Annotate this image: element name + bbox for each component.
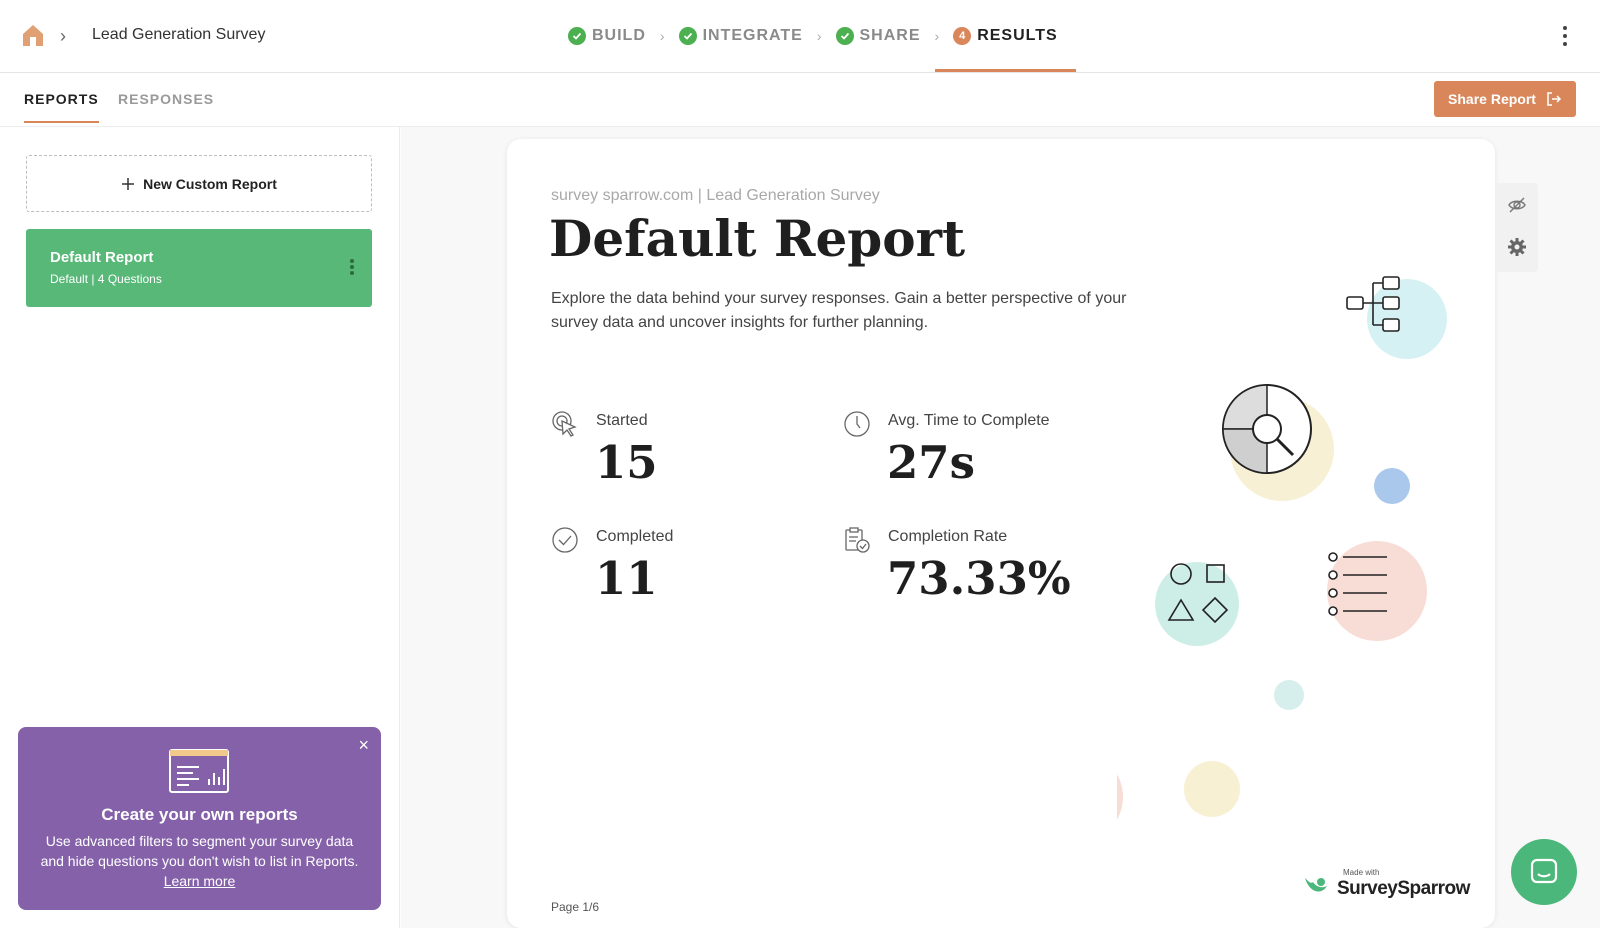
promo-body: Use advanced filters to segment your sur… bbox=[36, 831, 363, 891]
step-number: 4 bbox=[953, 27, 972, 45]
step-integrate[interactable]: INTEGRATE bbox=[678, 0, 803, 72]
chevron-right-icon: › bbox=[60, 26, 66, 46]
plus-icon bbox=[122, 177, 135, 190]
cursor-click-icon bbox=[552, 411, 577, 437]
step-label: SHARE bbox=[859, 27, 921, 44]
top-bar: › Lead Generation Survey BUILD › INTEGRA… bbox=[0, 0, 1600, 73]
stat-label: Avg. Time to Complete bbox=[888, 412, 1050, 429]
decorative-illustrations bbox=[1117, 276, 1447, 820]
tab-responses[interactable]: RESPONSES bbox=[118, 91, 215, 107]
learn-more-link[interactable]: Learn more bbox=[163, 873, 236, 889]
step-label: RESULTS bbox=[977, 27, 1058, 44]
report-name: Default Report bbox=[50, 249, 154, 266]
stat-label: Completed bbox=[596, 528, 674, 545]
share-report-button[interactable]: Share Report bbox=[1434, 81, 1576, 117]
survey-title[interactable]: Lead Generation Survey bbox=[92, 26, 266, 43]
check-icon bbox=[678, 27, 697, 45]
brand-name: SurveySparrow bbox=[1337, 878, 1470, 899]
gear-icon[interactable] bbox=[1507, 237, 1527, 257]
clipboard-check-icon bbox=[845, 527, 870, 553]
create-reports-promo: × Create your own reports Use advanced f… bbox=[18, 727, 381, 910]
sparrow-logo-icon bbox=[1305, 878, 1327, 892]
report-meta: Default | 4 Questions bbox=[50, 272, 162, 286]
chevron-right-icon: › bbox=[659, 28, 665, 44]
check-icon bbox=[568, 27, 586, 45]
surveysparrow-logo: Made with SurveySparrow bbox=[1301, 868, 1470, 900]
report-source: survey sparrow.com | Lead Generation Sur… bbox=[551, 187, 880, 204]
stat-value: 11 bbox=[595, 552, 658, 605]
share-icon bbox=[1547, 92, 1562, 106]
chat-launcher-button[interactable] bbox=[1511, 839, 1577, 905]
chat-icon bbox=[1530, 858, 1558, 884]
report-title: Default Report bbox=[549, 209, 966, 268]
step-label: INTEGRATE bbox=[702, 27, 803, 44]
new-custom-report-label: New Custom Report bbox=[143, 175, 277, 192]
check-circle-icon bbox=[552, 527, 578, 553]
stat-value: 15 bbox=[595, 436, 658, 489]
more-options-icon[interactable] bbox=[1562, 26, 1568, 46]
page-indicator: Page 1/6 bbox=[551, 900, 600, 914]
check-icon bbox=[835, 27, 854, 45]
report-description: Explore the data behind your survey resp… bbox=[551, 290, 1127, 331]
close-icon[interactable]: × bbox=[358, 735, 369, 755]
stat-label: Started bbox=[596, 412, 648, 429]
new-custom-report-button[interactable]: New Custom Report bbox=[26, 155, 372, 212]
hide-eye-icon[interactable] bbox=[1507, 195, 1527, 215]
report-illustration-icon bbox=[169, 749, 229, 798]
made-with-label: Made with bbox=[1343, 868, 1380, 877]
report-options-icon[interactable] bbox=[350, 259, 354, 275]
report-item-default[interactable]: Default Report Default | 4 Questions bbox=[26, 229, 372, 307]
share-report-label: Share Report bbox=[1448, 91, 1536, 107]
stat-value: 27s bbox=[887, 436, 975, 489]
sub-header: REPORTS RESPONSES Share Report bbox=[0, 73, 1600, 127]
home-icon[interactable] bbox=[20, 22, 46, 48]
stat-label: Completion Rate bbox=[888, 528, 1008, 545]
tab-reports[interactable]: REPORTS bbox=[24, 91, 99, 123]
chevron-right-icon: › bbox=[816, 28, 822, 44]
step-label: BUILD bbox=[592, 27, 646, 44]
step-build[interactable]: BUILD bbox=[568, 0, 646, 72]
step-nav: BUILD › INTEGRATE › SHARE › 4 RESULTS bbox=[568, 0, 1077, 72]
step-share[interactable]: SHARE bbox=[835, 0, 921, 72]
chevron-right-icon: › bbox=[934, 28, 940, 44]
stat-value: 73.33% bbox=[887, 552, 1071, 605]
promo-title: Create your own reports bbox=[101, 805, 298, 824]
step-results[interactable]: 4 RESULTS bbox=[935, 0, 1077, 72]
promo-text: Use advanced filters to segment your sur… bbox=[40, 833, 359, 869]
report-tools bbox=[1496, 183, 1538, 272]
report-card: survey sparrow.com | Lead Generation Sur… bbox=[507, 139, 1495, 928]
clock-icon bbox=[844, 411, 870, 437]
